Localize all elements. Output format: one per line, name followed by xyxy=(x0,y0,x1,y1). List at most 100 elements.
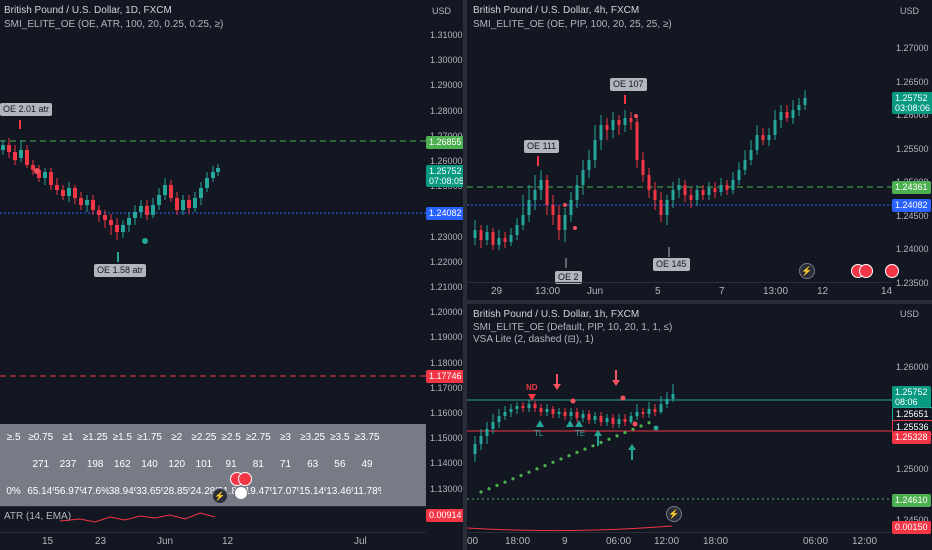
stats-count-cell: 140 xyxy=(141,459,158,470)
rb-green-dot xyxy=(615,434,619,438)
left-replay-icon[interactable]: ⚡ xyxy=(212,488,228,504)
left-candle xyxy=(181,200,185,210)
stats-percent-cell: 19.47% xyxy=(244,486,272,497)
left-candle xyxy=(187,200,191,208)
rt-indicator-legend[interactable]: SMI_ELITE_OE (OE, PIP, 100, 20, 25, 25, … xyxy=(473,19,672,30)
rt-time-axis[interactable]: 29 13:00 Jun 5 7 13:00 12 14 xyxy=(467,282,892,300)
left-chart-pane[interactable]: British Pound / U.S. Dollar, 1D, FXCM SM… xyxy=(0,0,463,550)
rb-green-dot xyxy=(575,450,579,454)
stats-percent-cell: 65.14% xyxy=(27,486,54,497)
left-candle xyxy=(67,188,71,196)
rb-replay-icon[interactable]: ⚡ xyxy=(666,506,682,522)
rt-price-axis[interactable]: 1.270001.265001.260001.255001.250001.245… xyxy=(892,0,932,288)
rt-oe-d-label: OE 145 xyxy=(653,258,690,271)
rb-candle xyxy=(605,418,609,422)
left-red-dot xyxy=(34,168,40,174)
rt-price-badge-1: 1.25752 03:08:06 xyxy=(892,92,932,114)
rt-candle xyxy=(659,200,663,215)
rb-candle xyxy=(539,408,543,412)
rt-candle xyxy=(491,232,495,245)
rt-candle xyxy=(713,188,717,192)
left-event-icons[interactable] xyxy=(230,472,252,502)
rt-candle xyxy=(701,190,705,195)
left-price-tick: 1.22000 xyxy=(430,256,463,267)
rt-chart-title: British Pound / U.S. Dollar, 4h, FXCM xyxy=(473,5,640,16)
stats-header-cell: ≥3.5 xyxy=(330,432,350,443)
rb-candle xyxy=(653,409,657,412)
left-atr-pane[interactable]: ATR (14, EMA) xyxy=(0,506,426,533)
rb-indicator2-legend[interactable]: VSA Lite (2, dashed (⊟), 1) xyxy=(473,334,594,345)
stats-header-cell: ≥1.25 xyxy=(82,432,108,443)
rb-candle xyxy=(581,414,585,418)
rt-time-tick-2: 13:00 xyxy=(535,286,561,297)
rt-time-tick-1: 29 xyxy=(491,286,503,297)
rb-green-dot xyxy=(495,483,499,487)
left-candles xyxy=(1,138,220,240)
rb-candle xyxy=(635,412,639,416)
left-candle xyxy=(1,145,5,150)
left-indicator-legend[interactable]: SMI_ELITE_OE (OE, ATR, 100, 20, 0.25, 0.… xyxy=(4,19,224,30)
stats-count-cell: 71 xyxy=(279,459,292,470)
rb-indicator1-legend[interactable]: SMI_ELITE_OE (Default, PIP, 10, 20, 1, 1… xyxy=(473,322,673,333)
stats-percent-cell: 28.85% xyxy=(163,486,190,497)
rt-candle xyxy=(641,160,645,175)
left-candle xyxy=(157,195,161,205)
rt-candle xyxy=(545,180,549,205)
left-flag-icon-2[interactable] xyxy=(238,472,252,486)
atr-line-canvas xyxy=(59,512,216,523)
rt-candle xyxy=(761,135,765,140)
horizontal-pane-separator[interactable] xyxy=(467,300,932,304)
stats-count-cell: 120 xyxy=(168,459,186,470)
rt-candle xyxy=(737,170,741,180)
rt-candle xyxy=(791,110,795,118)
rb-candle xyxy=(479,436,483,444)
left-price-tick: 1.19000 xyxy=(430,332,463,343)
left-price-tick: 1.17000 xyxy=(430,382,463,393)
rt-candle xyxy=(665,200,669,215)
rt-time-tick-6: 13:00 xyxy=(763,286,789,297)
rb-teal-dot xyxy=(653,425,659,431)
right-bottom-chart-pane[interactable]: British Pound / U.S. Dollar, 1h, FXCM SM… xyxy=(467,304,932,550)
rb-time-axis[interactable]: 00 18:00 9 06:00 12:00 18:00 06:00 12:00 xyxy=(467,532,892,550)
rb-chart-title: British Pound / U.S. Dollar, 1h, FXCM xyxy=(473,309,640,320)
rt-replay-icon[interactable]: ⚡ xyxy=(799,263,815,279)
left-chart-canvas[interactable] xyxy=(0,0,426,510)
left-candle xyxy=(31,165,35,170)
vertical-pane-separator[interactable] xyxy=(463,0,467,550)
rt-flag-icon-3[interactable] xyxy=(885,264,899,278)
rb-te-marker xyxy=(575,420,583,427)
atr-legend[interactable]: ATR (14, EMA) xyxy=(4,511,72,522)
rt-chart-canvas[interactable] xyxy=(467,0,892,282)
rb-chart-canvas[interactable]: ND TL TE xyxy=(467,304,892,532)
rb-candle xyxy=(557,412,561,414)
left-price-axis[interactable]: 1.31000 1.30000 1.29000 1.28000 1.27000 1.260… xyxy=(426,0,463,550)
rb-candle xyxy=(503,412,507,416)
rb-green-dot xyxy=(591,444,595,448)
stats-count-cell: 162 xyxy=(114,459,131,470)
stats-header-cell: ≥2 xyxy=(171,432,183,443)
stats-header-cell: ≥3.25 xyxy=(300,432,326,443)
rt-candle xyxy=(611,120,615,130)
stats-header-cell: ≥1.75 xyxy=(137,432,162,443)
rb-candle xyxy=(485,429,489,436)
rt-candle xyxy=(677,185,681,190)
atr-line xyxy=(59,512,216,523)
stats-header-cell: ≥1 xyxy=(62,432,74,443)
rt-flag-icon-2[interactable] xyxy=(859,264,873,278)
right-top-chart-pane[interactable]: British Pound / U.S. Dollar, 4h, FXCM SM… xyxy=(467,0,932,300)
left-candle xyxy=(133,212,137,218)
rt-price-tick: 1.27000 xyxy=(896,43,929,53)
rb-nd-label: ND xyxy=(526,383,538,392)
left-candle xyxy=(199,188,203,198)
left-candle xyxy=(25,150,29,165)
rb-green-dots xyxy=(479,421,651,494)
left-time-tick-1: 15 xyxy=(42,536,54,547)
rt-candle xyxy=(515,225,519,235)
left-flag-icon-3[interactable] xyxy=(234,486,248,500)
rb-candle xyxy=(641,412,645,414)
left-price-tick: 1.14000 xyxy=(430,458,463,469)
rb-candle xyxy=(533,404,537,408)
rb-candle xyxy=(551,409,555,414)
left-time-axis[interactable]: 15 23 Jun 12 Jul xyxy=(0,532,426,550)
rt-candle xyxy=(755,135,759,150)
